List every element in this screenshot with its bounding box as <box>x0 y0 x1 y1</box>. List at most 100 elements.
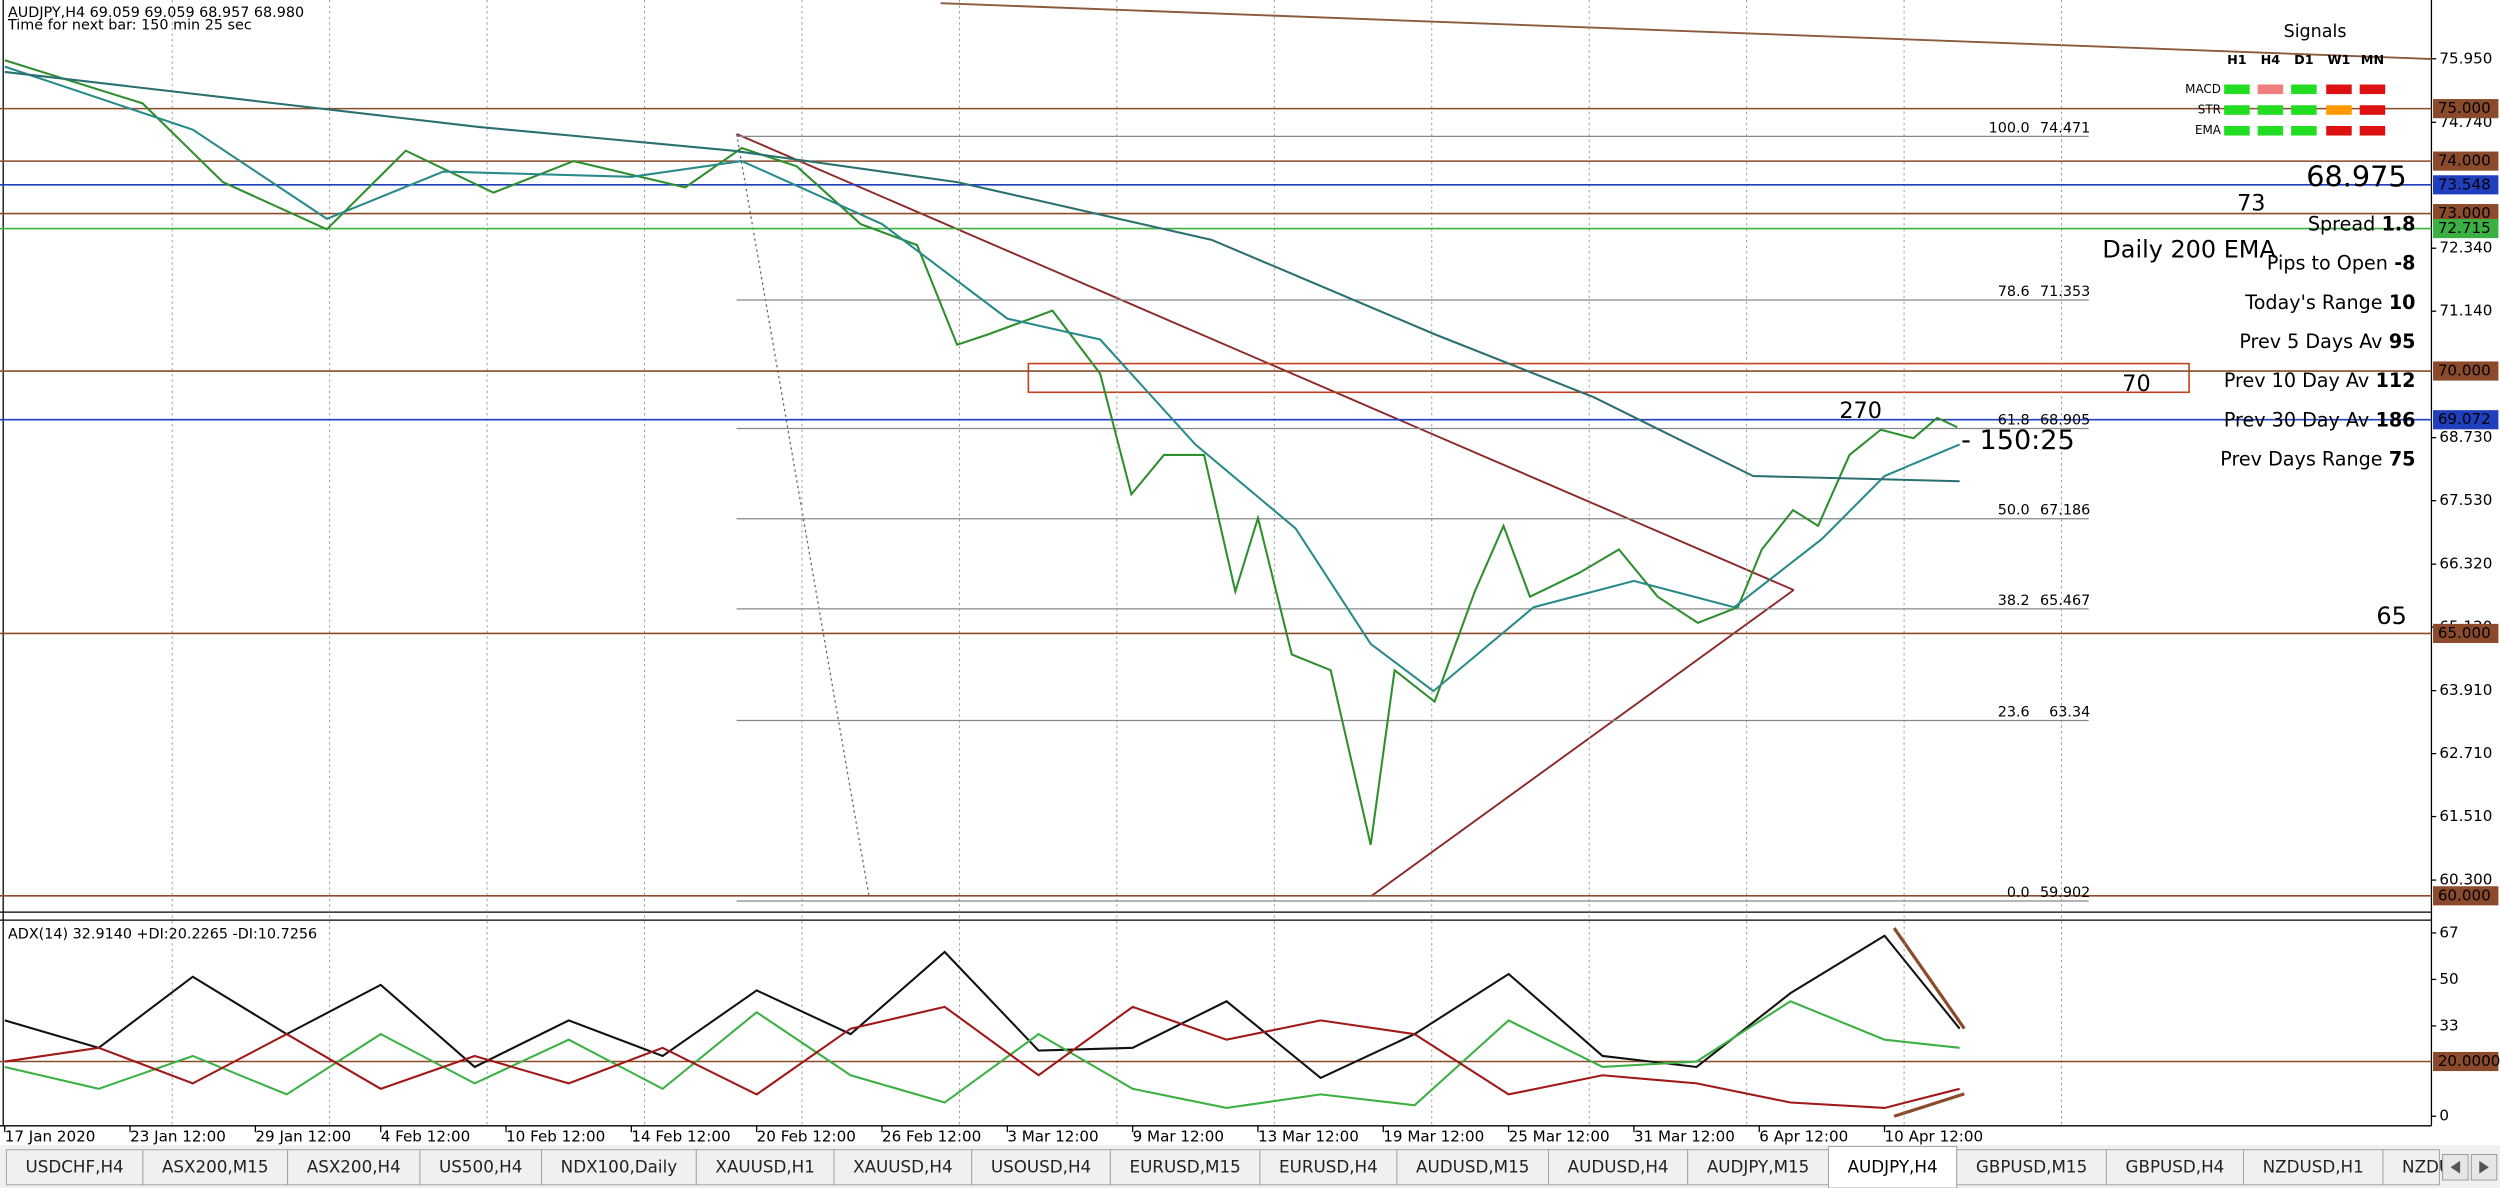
series-line <box>4 70 1960 483</box>
stat-label: Today's Range <box>2244 291 2382 314</box>
trend-line <box>736 133 1795 591</box>
fib-ratio: 23.6 <box>1998 705 2030 721</box>
tab-box <box>1956 1149 2107 1186</box>
annotation: 65 <box>2376 602 2406 630</box>
level-label: 75.000 <box>2438 99 2491 117</box>
fib-diagonal <box>735 133 870 897</box>
tab-box <box>541 1149 697 1186</box>
stat-label: Prev Days Range <box>2220 448 2382 471</box>
tab-label: USDCHF,H4 <box>26 1156 124 1176</box>
signal-box <box>2359 105 2386 115</box>
signal-column: H1 <box>2227 53 2247 68</box>
divergence-line <box>1892 927 1966 1030</box>
tab[interactable]: NZDU <box>2382 1149 2451 1186</box>
signal-box <box>2326 125 2352 136</box>
fib-price: 59.902 <box>2040 885 2090 901</box>
signal-box <box>2224 84 2250 95</box>
x-tick-label: 9 Mar 12:00 <box>1133 1127 1224 1145</box>
zone-box <box>1027 362 2190 394</box>
fib-ratio: 38.2 <box>1998 593 2030 609</box>
level-box <box>2433 886 2499 906</box>
scroll-left[interactable] <box>2442 1154 2469 1181</box>
tab-box <box>2243 1149 2384 1186</box>
tab-strip: USDCHF,H4 ASX200,M15 ASX200,H4 US500,H4 NDX1… <box>5 1146 2451 1188</box>
tab[interactable]: USOUSD,H4 <box>971 1149 1111 1186</box>
y-tick-label: 62.710 <box>2439 744 2492 762</box>
tab[interactable]: USDCHF,H4 <box>5 1149 144 1186</box>
x-tick-label: 26 Feb 12:00 <box>882 1127 981 1145</box>
stat-value: 75 <box>2389 448 2416 471</box>
tab[interactable]: XAUUSD,H1 <box>695 1149 835 1186</box>
tab-label: US500,H4 <box>439 1156 522 1176</box>
tab[interactable]: EURUSD,H4 <box>1259 1149 1398 1186</box>
signal-box <box>2257 84 2284 95</box>
labels-layer: AUDJPY,H4 69.059 69.059 68.957 68.980 Ti… <box>5 5 2500 1146</box>
tab[interactable]: ASX200,M15 <box>142 1149 289 1186</box>
tab-label: GBPUSD,H4 <box>2125 1156 2224 1176</box>
tab[interactable]: AUDUSD,H4 <box>1548 1149 1689 1186</box>
level-box <box>2433 623 2499 643</box>
scroll-right-icon <box>2479 1160 2489 1174</box>
tab[interactable]: GBPUSD,H4 <box>2105 1149 2244 1186</box>
fib-price: 67.186 <box>2040 503 2090 519</box>
signal-box <box>2291 105 2317 115</box>
y-tick-label: 50 <box>2439 970 2458 988</box>
tab-box <box>1109 1149 1261 1186</box>
marks-layer <box>4 59 1961 1110</box>
tab[interactable]: XAUUSD,H4 <box>833 1149 973 1186</box>
stat-value: 112 <box>2376 369 2416 392</box>
level-box <box>2433 204 2499 224</box>
level-label: 65.000 <box>2438 624 2491 642</box>
tab[interactable]: NZDUSD,H1 <box>2243 1149 2384 1186</box>
y-tick-label: 63.910 <box>2439 681 2492 699</box>
tab[interactable]: GBPUSD,M15 <box>1956 1149 2107 1186</box>
level-label: 73.548 <box>2438 175 2491 193</box>
tab[interactable]: NDX100,Daily <box>541 1149 697 1186</box>
annotation: - 150:25 <box>1961 425 2075 456</box>
tab[interactable]: AUDJPY,M15 <box>1687 1149 1829 1186</box>
y-tick-label: 61.510 <box>2439 807 2492 825</box>
stat-value: 10 <box>2389 291 2416 314</box>
tab[interactable]: EURUSD,M15 <box>1109 1149 1261 1186</box>
tab[interactable]: US500,H4 <box>419 1149 543 1186</box>
tab-label: USOUSD,H4 <box>991 1156 1091 1176</box>
signal-box <box>2224 125 2250 136</box>
stat-label: Pips to Open <box>2267 252 2388 275</box>
y-tick-label: 66.320 <box>2439 555 2492 573</box>
x-tick-label: 6 Apr 12:00 <box>1759 1127 1848 1145</box>
tab-box <box>5 1149 144 1186</box>
signal-box <box>2257 125 2284 136</box>
tab-box <box>1687 1149 1829 1186</box>
tab-label: AUDUSD,M15 <box>1416 1156 1529 1176</box>
annotation: 70 <box>2122 371 2150 397</box>
fib-price: 74.471 <box>2040 120 2090 136</box>
tab-label: AUDJPY,H4 <box>1848 1156 1938 1176</box>
fib-price: 71.353 <box>2040 284 2090 300</box>
tab-label: AUDUSD,H4 <box>1568 1156 1669 1176</box>
tab[interactable]: ASX200,H4 <box>287 1149 421 1186</box>
x-tick-label: 13 Mar 12:00 <box>1258 1127 1359 1145</box>
signals-title: Signals <box>2284 22 2347 42</box>
tab-label: ASX200,M15 <box>162 1156 269 1176</box>
signal-column: H4 <box>2261 53 2281 68</box>
stat-value: -8 <box>2394 252 2415 275</box>
series-line <box>4 1005 1960 1109</box>
x-tick-label: 20 Feb 12:00 <box>757 1127 856 1145</box>
symbol-info: AUDJPY,H4 69.059 69.059 68.957 68.980 <box>8 5 304 21</box>
signal-box <box>2257 105 2284 115</box>
level-label: 60.000 <box>2438 886 2491 904</box>
tab-label: EURUSD,H4 <box>1279 1156 1378 1176</box>
signal-label: STR <box>2198 103 2221 117</box>
y-tick-label: 72.340 <box>2439 239 2492 257</box>
tab-label: AUDJPY,M15 <box>1707 1156 1810 1176</box>
tab[interactable]: AUDJPY,H4 <box>1827 1146 1958 1188</box>
scroll-left-icon <box>2450 1160 2461 1174</box>
stat-label: Prev 10 Day Av <box>2224 369 2369 392</box>
tab-label: ASX200,H4 <box>307 1156 401 1176</box>
annotation: Daily 200 EMA <box>2102 235 2276 263</box>
level-label: 73.000 <box>2438 204 2491 222</box>
tab[interactable]: AUDUSD,M15 <box>1396 1149 1550 1186</box>
level-label: 69.072 <box>2438 410 2491 428</box>
signal-box <box>2359 84 2386 95</box>
indicator-title: ADX(14) 32.9140 +DI:20.2265 -DI:10.7256 <box>8 926 317 942</box>
